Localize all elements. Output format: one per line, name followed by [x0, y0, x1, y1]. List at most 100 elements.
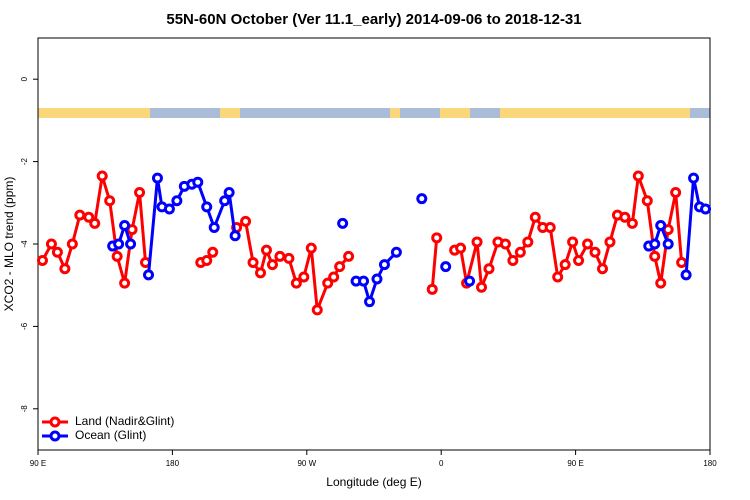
data-point [328, 271, 340, 283]
x-tick-label: 0 [439, 459, 444, 468]
data-point [499, 238, 511, 250]
series-line [147, 177, 237, 276]
data-point [119, 277, 131, 289]
data-point [589, 246, 601, 258]
x-tick-label: 90 E [567, 459, 583, 468]
data-point [104, 195, 116, 207]
data-point [700, 203, 712, 215]
data-point [83, 211, 95, 223]
data-point [322, 277, 334, 289]
data-point [649, 250, 661, 262]
data-point [305, 242, 317, 254]
data-point [113, 238, 125, 250]
x-tick-label: 90 W [297, 459, 316, 468]
y-tick-label: -2 [20, 157, 29, 165]
data-point [567, 236, 579, 248]
x-tick-label: 90 E [30, 459, 46, 468]
data-point [207, 246, 219, 258]
data-point [619, 211, 631, 223]
data-point [163, 203, 175, 215]
data-point [201, 201, 213, 213]
data-point [483, 263, 495, 275]
data-point [223, 187, 235, 198]
data-point [529, 211, 541, 223]
data-point [311, 304, 323, 316]
y-axis-label: XCO2 - MLO trend (ppm) [2, 177, 16, 312]
data-point [219, 195, 231, 207]
data-point [680, 269, 692, 281]
x-tick-label: 180 [703, 459, 717, 468]
data-point [507, 254, 519, 266]
x-axis-label: Longitude (deg E) [326, 475, 421, 489]
data-point [378, 259, 390, 271]
data-point [260, 244, 272, 256]
x-tick-label: 180 [166, 459, 180, 468]
data-point [670, 187, 682, 198]
data-point [626, 217, 638, 229]
data-point [134, 187, 146, 198]
data-point [66, 238, 78, 250]
data-point [266, 259, 278, 271]
data-point [74, 209, 86, 221]
data-point [364, 296, 376, 308]
data-point [440, 261, 452, 273]
data-point [552, 271, 564, 283]
data-point [337, 217, 349, 229]
data-point [455, 242, 467, 254]
data-point [390, 246, 402, 258]
data-point [96, 170, 108, 182]
data-point [119, 219, 131, 231]
data-point [51, 246, 63, 258]
data-point [655, 219, 667, 231]
data-point [649, 238, 661, 250]
data-point [596, 263, 608, 275]
legend-marker [49, 416, 61, 428]
data-point [45, 238, 57, 250]
data-point [676, 257, 688, 269]
data-point [604, 236, 616, 248]
data-point [573, 254, 585, 266]
chart-title: 55N-60N October (Ver 11.1_early) 2014-09… [166, 11, 581, 28]
data-point [334, 261, 346, 273]
y-tick-label: -6 [20, 322, 29, 330]
data-point [426, 283, 438, 295]
data-point [151, 172, 163, 184]
data-point [582, 238, 594, 250]
data-point [544, 222, 556, 234]
data-point [343, 250, 355, 262]
data-point [111, 250, 123, 262]
data-point [89, 217, 101, 229]
data-point [476, 281, 488, 293]
data-point [201, 254, 213, 266]
data-point [255, 267, 267, 279]
data-point [514, 246, 526, 258]
data-point [125, 238, 137, 250]
data-point [662, 238, 674, 250]
data-point [641, 195, 653, 207]
data-point [240, 215, 252, 227]
data-point [283, 252, 295, 264]
data-point [471, 236, 483, 248]
data-point [171, 195, 183, 207]
y-tick-label: -4 [20, 240, 29, 248]
legend-label: Ocean (Glint) [75, 428, 146, 442]
data-point [688, 172, 700, 184]
data-point [371, 273, 383, 285]
data-point [522, 236, 534, 248]
data-point [192, 176, 204, 188]
map-strip [38, 108, 710, 118]
data-point [559, 259, 571, 271]
data-point [358, 275, 370, 287]
data-point [247, 257, 259, 269]
data-point [416, 193, 428, 205]
series-line [430, 237, 439, 290]
data-point [143, 269, 155, 281]
data-point [632, 170, 644, 182]
legend-label: Land (Nadir&Glint) [75, 414, 174, 428]
data-point [229, 230, 241, 242]
data-point [274, 250, 286, 262]
legend-marker [49, 430, 61, 442]
data-point [290, 277, 302, 289]
series-line [684, 177, 707, 276]
